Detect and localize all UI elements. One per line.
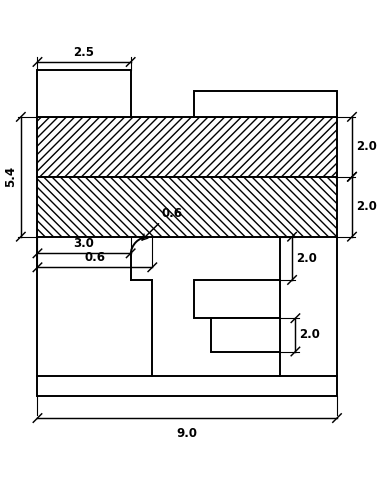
Bar [194,91,337,117]
Text: 2.0: 2.0 [356,140,377,153]
Bar [37,177,337,236]
Bar [37,117,337,177]
Text: 2.0: 2.0 [296,252,317,265]
Text: 2.0: 2.0 [299,328,320,342]
Text: 2.0: 2.0 [356,200,377,213]
Bar [37,70,131,117]
Bar [211,318,280,352]
Text: 0.6: 0.6 [162,207,182,220]
Text: 3.0: 3.0 [74,237,94,250]
Text: 9.0: 9.0 [177,428,198,440]
Bar [194,280,280,318]
Text: 0.6: 0.6 [84,251,106,264]
Text: 5.4: 5.4 [4,166,17,188]
Bar [37,376,337,396]
Text: 2.5: 2.5 [74,46,94,59]
